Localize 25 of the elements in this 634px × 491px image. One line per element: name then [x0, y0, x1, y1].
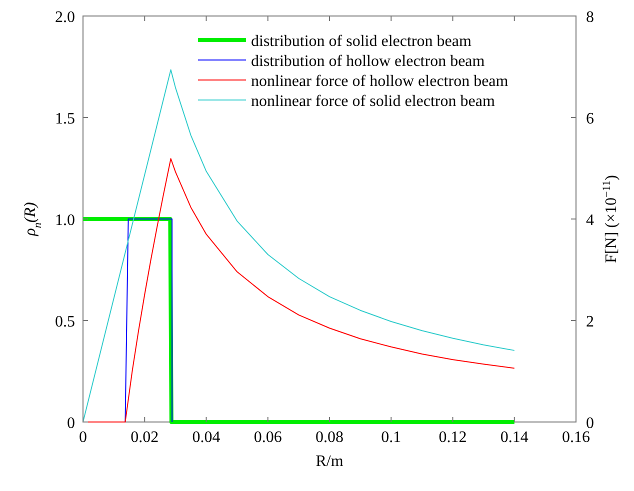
legend-label: distribution of hollow electron beam [251, 53, 486, 70]
y-tick-label: 1.5 [55, 110, 75, 128]
y2-tick-label: 4 [586, 212, 594, 229]
y-tick-label: 0 [67, 415, 75, 432]
y2-tick-label: 8 [586, 9, 594, 26]
legend-label: distribution of solid electron beam [251, 33, 472, 50]
x-tick-label: 0.1 [381, 429, 402, 446]
x-tick-label: 0.14 [500, 429, 528, 446]
x-tick-label: 0.08 [316, 429, 344, 446]
x-axis-title: R/m [316, 453, 344, 470]
y2-tick-label: 0 [586, 415, 594, 432]
x-tick-label: 0.04 [192, 429, 220, 446]
legend-label: nonlinear force of solid electron beam [251, 93, 496, 110]
x-tick-label: 0.12 [438, 429, 467, 446]
x-tick-label: 0 [79, 429, 87, 446]
x-tick-label: 0.02 [130, 429, 159, 446]
y-tick-label: 2.0 [55, 9, 75, 26]
y-tick-label: 1.0 [55, 212, 75, 229]
y2-tick-label: 6 [586, 110, 594, 128]
x-tick-label: 0.06 [254, 429, 282, 446]
line-series [82, 69, 515, 422]
y-tick-label: 0.5 [55, 314, 75, 330]
legend-label: nonlinear force of hollow electron beam [251, 73, 509, 90]
y2-tick-label: 2 [586, 314, 594, 330]
x-tick-label: 0.16 [562, 429, 590, 446]
